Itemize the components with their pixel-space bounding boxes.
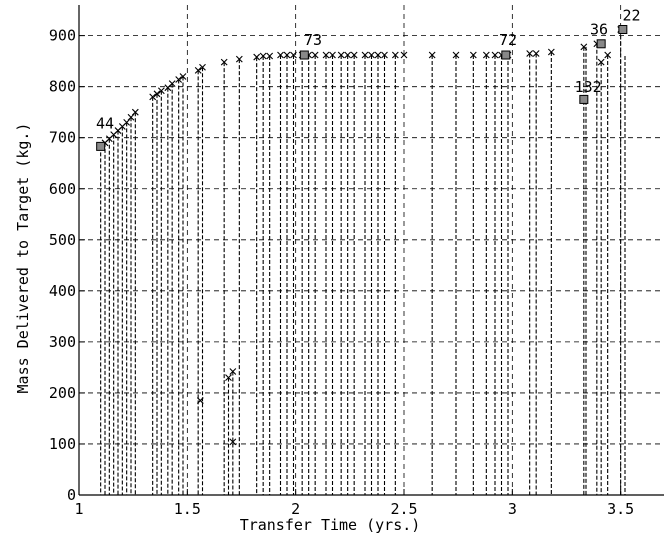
data-point-marker: [253, 53, 261, 61]
data-point-marker: [266, 52, 274, 60]
drop-lines: [100, 29, 626, 495]
data-point-marker: [381, 51, 388, 59]
data-point-marker: [526, 50, 534, 57]
y-tick-label: 0: [67, 486, 76, 504]
x-tick-label: 2.5: [390, 500, 417, 518]
point-annotation: 73: [304, 31, 322, 49]
data-point-marker: [220, 58, 228, 66]
data-point-marker: [311, 51, 319, 59]
y-tick-label: 700: [49, 129, 76, 147]
data-point-marker: [194, 66, 202, 74]
data-point-marker: [283, 51, 291, 59]
x-tick-label: 1: [74, 500, 83, 518]
data-point-marker: [337, 51, 345, 59]
point-annotation: 132: [575, 78, 602, 96]
data-point-marker: [259, 52, 267, 60]
data-point-marker: [452, 51, 460, 59]
data-point-marker: [153, 90, 161, 98]
data-point-marker: [322, 51, 330, 59]
data-point-marker: [199, 63, 206, 71]
data-point-marker: [290, 51, 297, 59]
y-tick-label: 600: [49, 180, 76, 198]
data-point-square: [96, 141, 106, 151]
y-tick-label: 300: [49, 333, 76, 351]
data-point-square: [299, 50, 309, 60]
y-tick-label: 100: [49, 435, 76, 453]
x-tick-label: 3.5: [607, 500, 634, 518]
point-annotation: 72: [499, 31, 517, 49]
data-point-marker: [229, 438, 237, 446]
data-point-marker: [400, 51, 408, 59]
data-point-marker: [329, 51, 336, 59]
data-point-marker: [482, 51, 490, 59]
y-tick-label: 900: [49, 27, 76, 45]
x-tick-label: 3: [508, 500, 517, 518]
data-point-marker: [157, 87, 165, 95]
y-tick-label: 400: [49, 282, 76, 300]
data-point-marker: [547, 48, 555, 56]
data-point-square: [501, 50, 511, 60]
data-point-marker: [374, 51, 382, 59]
data-points: [96, 25, 628, 446]
point-annotation: 44: [96, 115, 114, 133]
data-point-marker: [532, 50, 540, 57]
data-point-square: [596, 39, 606, 49]
data-point-marker: [491, 51, 499, 59]
data-point-marker: [428, 51, 436, 59]
annotations: 44 73 72 132 36 22: [96, 6, 641, 132]
data-point-marker: [131, 108, 139, 116]
data-point-marker: [361, 51, 369, 59]
y-axis-title: Mass Delivered to Target (kg.): [14, 123, 32, 394]
data-point-marker: [149, 93, 157, 101]
data-point-marker: [196, 397, 204, 404]
data-point-marker: [604, 51, 612, 59]
point-annotation: 22: [622, 6, 640, 24]
y-tick-label: 500: [49, 231, 76, 249]
data-point-square: [579, 94, 589, 104]
data-point-marker: [179, 73, 187, 80]
data-point-marker: [225, 374, 232, 381]
data-point-marker: [469, 51, 477, 59]
data-point-marker: [175, 76, 183, 83]
data-point-marker: [391, 51, 399, 59]
y-tick-label: 200: [49, 384, 76, 402]
data-point-square: [618, 25, 628, 34]
x-tick-label: 1.5: [174, 500, 201, 518]
data-point-marker: [597, 58, 605, 66]
data-point-marker: [344, 51, 352, 59]
data-point-marker: [368, 51, 375, 59]
x-axis-title: Transfer Time (yrs.): [240, 516, 421, 533]
data-point-marker: [350, 51, 358, 59]
data-point-marker: [235, 55, 243, 63]
y-tick-label: 800: [49, 78, 76, 96]
data-point-marker: [168, 80, 176, 87]
x-tick-label: 2: [291, 500, 300, 518]
data-point-marker: [277, 51, 284, 59]
tick-labels: 0 100 200 300 400 500 600 700 800 900 1 1.5 2 2.5 3 3.5: [49, 27, 634, 518]
point-annotation: 36: [590, 21, 608, 39]
data-point-marker: [580, 43, 588, 51]
data-point-marker: [229, 368, 237, 375]
